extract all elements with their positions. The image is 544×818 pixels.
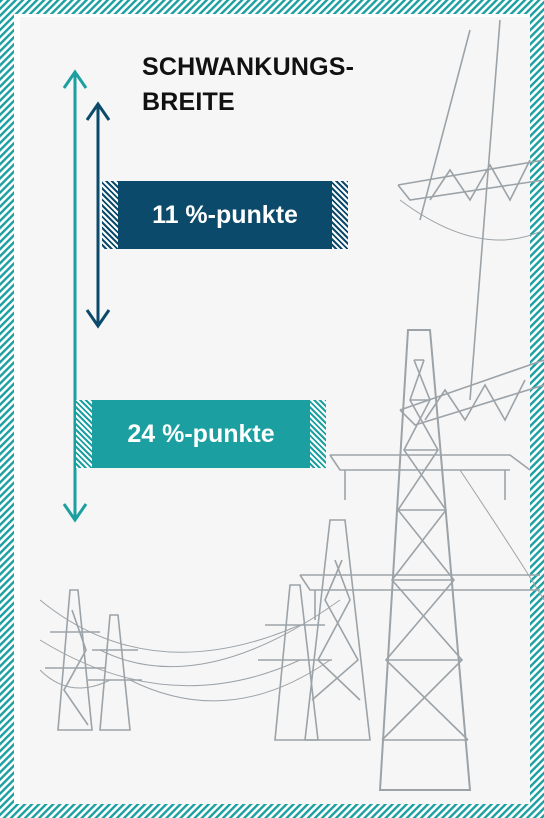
badge-hatch-left — [102, 181, 118, 249]
badge-small-range: 11 %-punkte — [102, 181, 348, 249]
large-pylon — [299, 329, 540, 791]
title-line-1: SCHWANKUNGS- — [142, 53, 355, 81]
power-lines — [39, 199, 544, 702]
title-line-2: BREITE — [142, 88, 235, 116]
badge-large-label: 24 %-punkte — [127, 419, 275, 448]
upper-crossarms — [397, 19, 544, 426]
badge-hatch-left — [76, 400, 92, 468]
badge-small-label: 11 %-punkte — [152, 200, 298, 229]
page-title: SCHWANKUNGS- BREITE — [142, 50, 354, 120]
long-range-arrow — [62, 69, 88, 523]
badge-hatch-right — [310, 400, 326, 468]
badge-hatch-right — [332, 181, 348, 249]
mid-pylon — [304, 519, 371, 741]
power-pylon-icon — [39, 19, 544, 791]
badge-large-range: 24 %-punkte — [76, 400, 326, 468]
short-range-arrow — [85, 101, 111, 329]
